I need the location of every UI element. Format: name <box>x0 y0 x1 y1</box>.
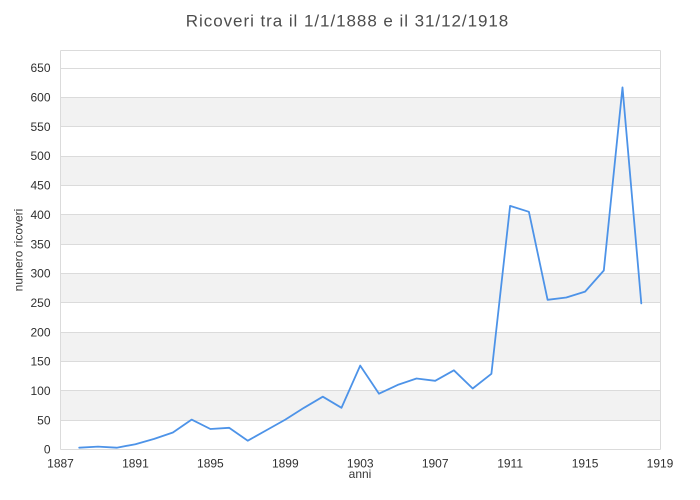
svg-text:1903: 1903 <box>347 457 374 471</box>
svg-text:550: 550 <box>30 120 50 134</box>
svg-text:50: 50 <box>37 413 51 427</box>
svg-text:650: 650 <box>30 61 50 75</box>
svg-text:1891: 1891 <box>122 457 149 471</box>
svg-text:1887: 1887 <box>47 457 74 471</box>
svg-text:100: 100 <box>30 384 50 398</box>
svg-text:300: 300 <box>30 267 50 281</box>
svg-text:Ricoveri tra il 1/1/1888 e il: Ricoveri tra il 1/1/1888 e il 31/12/1918 <box>186 12 509 31</box>
svg-text:1915: 1915 <box>572 457 599 471</box>
svg-text:anni: anni <box>349 467 372 481</box>
svg-text:1907: 1907 <box>422 457 449 471</box>
svg-text:150: 150 <box>30 355 50 369</box>
svg-text:0: 0 <box>44 443 51 457</box>
svg-text:350: 350 <box>30 237 50 251</box>
svg-text:1895: 1895 <box>197 457 224 471</box>
svg-text:450: 450 <box>30 179 50 193</box>
svg-text:1899: 1899 <box>272 457 299 471</box>
svg-text:1919: 1919 <box>647 457 674 471</box>
svg-text:250: 250 <box>30 296 50 310</box>
svg-text:500: 500 <box>30 149 50 163</box>
svg-text:1911: 1911 <box>497 457 523 471</box>
svg-text:600: 600 <box>30 91 50 105</box>
svg-text:400: 400 <box>30 208 50 222</box>
svg-text:200: 200 <box>30 325 50 339</box>
svg-text:numero ricoveri: numero ricoveri <box>12 209 26 292</box>
